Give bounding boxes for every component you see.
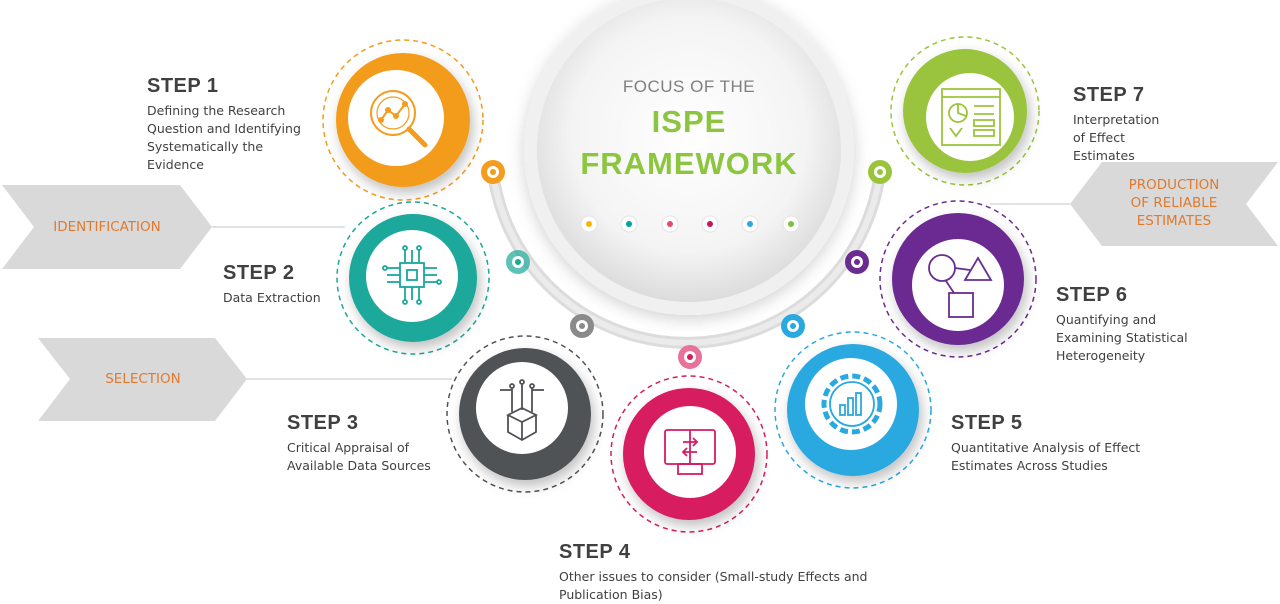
production-label-line2: OF RELIABLE <box>1130 195 1218 211</box>
step7-desc-line: Interpretation <box>1073 112 1160 127</box>
step5-circle <box>774 331 932 489</box>
dashboard-report-icon <box>941 88 1001 146</box>
step7-description: Interpretation of Effect Estimates <box>1073 111 1223 165</box>
center-dot <box>661 215 679 233</box>
center-title-ispe: ISPE <box>651 104 727 139</box>
step2-circle <box>336 201 490 355</box>
identification-arrow <box>2 185 345 269</box>
center-dot <box>741 215 759 233</box>
step5-desc-line: Estimates Across Studies <box>951 458 1108 473</box>
step4-circle <box>610 375 768 533</box>
production-label-line3: ESTIMATES <box>1136 213 1212 229</box>
step1-title: STEP 1 <box>147 75 219 97</box>
production-label-line1: PRODUCTION <box>1128 177 1220 193</box>
step3-desc-line: Available Data Sources <box>287 458 431 473</box>
step1-desc-line: Systematically the <box>147 139 264 154</box>
center-dot <box>782 215 800 233</box>
arc-dot-step1 <box>481 160 505 184</box>
monitor-transfer-icon <box>664 429 716 475</box>
step7-text: STEP 7 Interpretation of Effect Estimate… <box>1073 84 1223 165</box>
step4-desc-line: Other issues to consider (Small-study Ef… <box>559 569 868 584</box>
step6-title: STEP 6 <box>1056 284 1128 306</box>
step2-text: STEP 2 Data Extraction <box>223 262 343 307</box>
magnifier-chart-icon <box>370 90 428 148</box>
center-color-dots <box>580 215 800 233</box>
step7-title: STEP 7 <box>1073 84 1145 106</box>
center-title-framework: FRAMEWORK <box>580 146 798 181</box>
step7-desc-line: of Effect <box>1073 130 1125 145</box>
step3-desc-line: Critical Appraisal of <box>287 440 410 455</box>
step5-description: Quantitative Analysis of Effect Estimate… <box>951 439 1171 475</box>
step3-description: Critical Appraisal of Available Data Sou… <box>287 439 447 475</box>
arc-dot-step7 <box>868 160 892 184</box>
identification-label: IDENTIFICATION <box>53 219 161 235</box>
step1-text: STEP 1 Defining the Research Question an… <box>147 75 327 174</box>
step4-text: STEP 4 Other issues to consider (Small-s… <box>559 541 899 604</box>
production-arrow <box>990 162 1278 246</box>
step3-title: STEP 3 <box>287 412 359 434</box>
data-box-icon <box>500 379 544 442</box>
step7-desc-line: Estimates <box>1073 148 1135 163</box>
step6-circle <box>879 200 1037 358</box>
step2-desc-line: Data Extraction <box>223 290 321 305</box>
selection-arrow <box>38 338 452 421</box>
step6-text: STEP 6 Quantifying and Examining Statist… <box>1056 284 1236 365</box>
step4-description: Other issues to consider (Small-study Ef… <box>559 568 899 604</box>
step1-desc-line: Defining the Research <box>147 103 286 118</box>
arc-dot-step5 <box>781 314 805 338</box>
step5-title: STEP 5 <box>951 412 1023 434</box>
center-circle <box>524 0 854 315</box>
production-label: PRODUCTION OF RELIABLE ESTIMATES <box>1098 176 1250 230</box>
step1-desc-line: Evidence <box>147 157 204 172</box>
step2-description: Data Extraction <box>223 289 343 307</box>
center-title-focus: FOCUS OF THE <box>622 77 756 96</box>
step2-title: STEP 2 <box>223 262 295 284</box>
step6-desc-line: Quantifying and <box>1056 312 1157 327</box>
step3-circle <box>446 335 604 493</box>
arc-dots <box>481 160 892 369</box>
step6-description: Quantifying and Examining Statistical He… <box>1056 311 1236 365</box>
step6-desc-line: Heterogeneity <box>1056 348 1146 363</box>
step4-title: STEP 4 <box>559 541 631 563</box>
step7-circle <box>890 36 1040 186</box>
shapes-icon <box>928 254 993 318</box>
center-dot <box>701 215 719 233</box>
arc-dot-step4 <box>678 345 702 369</box>
selection-label: SELECTION <box>105 371 181 387</box>
arc-dot-step6 <box>845 250 869 274</box>
arc-dot-step2 <box>506 250 530 274</box>
gear-chart-icon <box>821 373 883 435</box>
chip-circuit-icon <box>382 245 442 305</box>
step5-desc-line: Quantitative Analysis of Effect <box>951 440 1141 455</box>
step3-text: STEP 3 Critical Appraisal of Available D… <box>287 412 447 475</box>
step1-description: Defining the Research Question and Ident… <box>147 102 327 174</box>
step1-desc-line: Question and Identifying <box>147 121 301 136</box>
step6-desc-line: Examining Statistical <box>1056 330 1188 345</box>
step4-desc-line: Publication Bias) <box>559 587 663 602</box>
step1-circle <box>322 39 484 201</box>
step5-text: STEP 5 Quantitative Analysis of Effect E… <box>951 412 1171 475</box>
center-dot <box>620 215 638 233</box>
center-dot <box>580 215 598 233</box>
arc-dot-step3 <box>570 314 594 338</box>
